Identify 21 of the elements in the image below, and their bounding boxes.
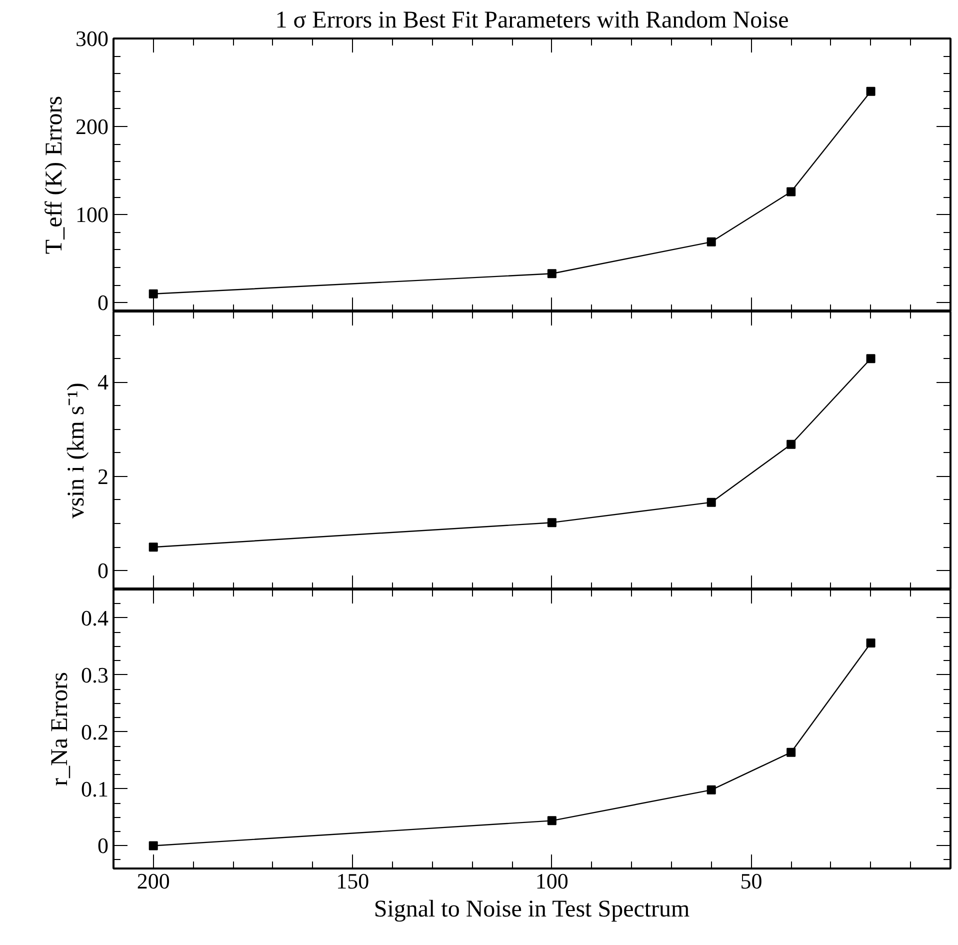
y-axis-title: T_eff (K) Errors (42, 96, 68, 254)
y-tick-label: 0 (98, 558, 108, 584)
x-axis-title: Signal to Noise in Test Spectrum (374, 896, 690, 922)
y-tick-label: 200 (76, 114, 108, 140)
y-tick-label: 100 (76, 202, 108, 228)
y-tick-label: 0.1 (81, 776, 108, 802)
y-tick-label: 0.2 (81, 719, 108, 744)
x-tick-label: 200 (136, 868, 170, 894)
y-tick-label: 0 (98, 833, 108, 858)
x-tick-label: 150 (336, 868, 370, 894)
y-tick-label: 2 (98, 464, 108, 489)
y-tick-label: 4 (98, 370, 108, 395)
x-tick-label: 50 (740, 868, 762, 894)
y-tick-label: 0.3 (81, 662, 108, 688)
x-tick-label: 100 (535, 868, 568, 894)
y-tick-label: 300 (76, 26, 108, 51)
y-tick-label: 0 (98, 290, 108, 316)
y-tick-label: 0.4 (81, 605, 108, 630)
y-axis-title: vsin i (km s⁻¹) (64, 382, 90, 518)
y-axis-title: r_Na Errors (47, 672, 73, 786)
chart-title: 1 σ Errors in Best Fit Parameters with Random Noise (275, 8, 789, 34)
